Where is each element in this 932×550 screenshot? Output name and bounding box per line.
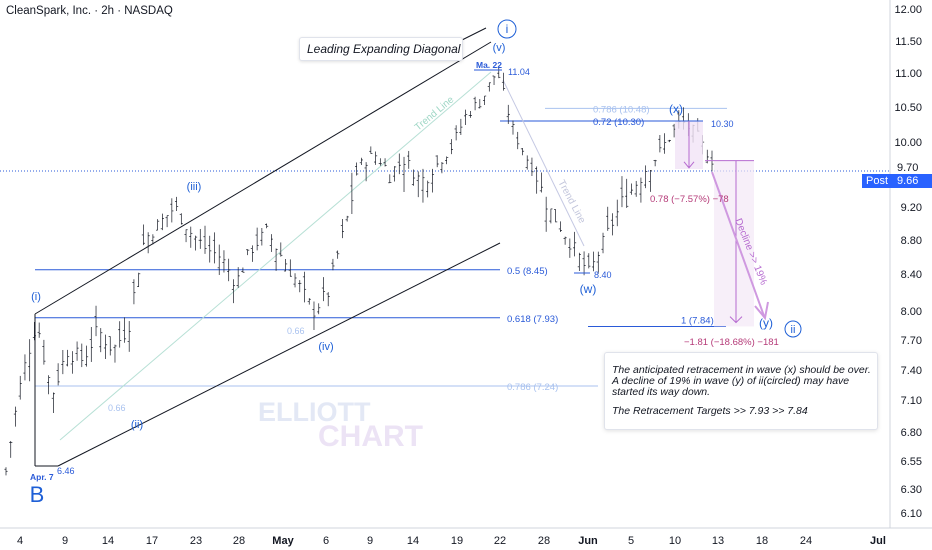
y-tick-label: 8.00 xyxy=(901,306,922,318)
trend-line-label: Trend Line xyxy=(413,94,457,133)
decline-arrow-line xyxy=(711,171,765,317)
wave-label: (w) xyxy=(580,282,597,296)
x-tick-label: 22 xyxy=(494,535,506,547)
wave-label: (iii) xyxy=(187,181,202,193)
decline-range xyxy=(714,160,754,327)
x-tick-label: Jul xyxy=(870,535,886,547)
watermark: CHART xyxy=(318,420,423,453)
note-line-2: The Retracement Targets >> 7.93 >> 7.84 xyxy=(612,405,808,417)
trend-line-2 xyxy=(502,79,585,247)
trend-line xyxy=(59,71,492,441)
wave-label: (v) xyxy=(493,42,506,54)
price-label: 10.30 xyxy=(711,119,734,129)
x-tick-label: May xyxy=(272,535,294,547)
wave-label: B xyxy=(30,482,45,507)
y-tick-label: 6.80 xyxy=(901,427,922,439)
price-label: 6.46 xyxy=(57,466,75,476)
measure-down-label: −1.81 (−18.68%) −181 xyxy=(684,337,779,348)
x-tick-label: 14 xyxy=(102,535,114,547)
wave-label: (x) xyxy=(669,102,683,116)
y-tick-label: 10.50 xyxy=(894,102,922,114)
last-price-badge: 9.70 xyxy=(893,161,932,175)
diagonal-upper-line xyxy=(34,41,492,315)
wave-callout[interactable]: Leading Expanding Diagonal xyxy=(299,37,463,61)
measure-up-label: 0.78 (−7.57%) −78 xyxy=(650,194,729,205)
price-label: 8.40 xyxy=(594,270,612,280)
x-tick-label: 9 xyxy=(367,535,373,547)
post-price-value: 9.66 xyxy=(897,175,919,187)
wave-i-circle xyxy=(497,19,517,39)
y-tick-label: 9.20 xyxy=(901,202,922,214)
x-tick-label: 14 xyxy=(407,535,419,547)
decline-arrow-head xyxy=(754,301,769,321)
x-tick-label: 4 xyxy=(17,535,23,547)
x-tick-label: 17 xyxy=(146,535,158,547)
y-tick-label: 6.30 xyxy=(901,484,922,496)
wave-label: ii xyxy=(791,324,796,336)
ticker-title: CleanSpark, Inc. · 2h · NASDAQ xyxy=(6,5,173,17)
y-tick-label: 7.70 xyxy=(901,335,922,347)
wave-label: i xyxy=(506,22,509,36)
watermark: ELLIOTT xyxy=(258,397,371,427)
analysis-note[interactable]: The anticipated retracement in wave (x) … xyxy=(604,352,878,430)
y-tick-label: 8.40 xyxy=(901,269,922,281)
x-tick-label: Jun xyxy=(578,535,598,547)
fib-level-label: 1 (7.84) xyxy=(681,315,714,326)
wave-label: (ii) xyxy=(131,419,143,431)
x-tick-label: 28 xyxy=(233,535,245,547)
fib-level-label: 0.618 (7.93) xyxy=(507,314,558,325)
fib-level-label: 0.72 (10.30) xyxy=(593,117,644,128)
y-tick-label: 6.10 xyxy=(901,508,922,520)
callout-pointer xyxy=(461,27,487,41)
price-label: 11.04 xyxy=(508,67,530,77)
measure-up-arrow xyxy=(683,161,695,169)
note-line-1: The anticipated retracement in wave (x) … xyxy=(612,364,871,398)
diagonal-lower-line xyxy=(57,242,501,467)
decline-measure-arrow xyxy=(729,316,743,324)
callout-text: Leading Expanding Diagonal xyxy=(307,42,461,56)
x-tick-label: 10 xyxy=(669,535,681,547)
post-price-badge: Post 9.66 xyxy=(862,174,932,188)
last-price-value: 9.70 xyxy=(897,162,919,174)
price-label: 0.66 xyxy=(108,403,126,413)
x-tick-label: 23 xyxy=(190,535,202,547)
wave-ii-circle xyxy=(784,320,802,338)
post-label: Post xyxy=(866,175,889,187)
x-tick-label: 6 xyxy=(323,535,329,547)
y-tick-label: 11.00 xyxy=(895,68,922,80)
fib-level-label: 0.5 (8.45) xyxy=(507,266,548,277)
y-tick-label: 7.10 xyxy=(901,395,922,407)
price-label: 0.66 xyxy=(287,326,305,336)
x-tick-label: 19 xyxy=(451,535,463,547)
wave-label: (i) xyxy=(31,291,41,303)
date-label: Ma. 22 xyxy=(476,60,502,70)
fib-level-label: 0.786 (7.24) xyxy=(507,382,558,393)
y-tick-label: 12.00 xyxy=(894,4,922,16)
x-tick-label: 28 xyxy=(538,535,550,547)
y-tick-label: 11.50 xyxy=(895,36,922,48)
x-tick-label: 9 xyxy=(62,535,68,547)
y-tick-label: 10.00 xyxy=(894,137,922,149)
x-tick-label: 5 xyxy=(628,535,634,547)
x-tick-label: 18 xyxy=(756,535,768,547)
date-label: Apr. 7 xyxy=(30,472,54,482)
x-tick-label: 13 xyxy=(712,535,724,547)
x-tick-label: 24 xyxy=(800,535,812,547)
trend-line-label: Trend Line xyxy=(555,178,587,225)
y-tick-label: 6.55 xyxy=(901,456,922,468)
fib-level-label: 0.786 (10.48) xyxy=(593,104,650,115)
y-tick-label: 8.80 xyxy=(901,235,922,247)
y-tick-label: 7.40 xyxy=(901,365,922,377)
wave-label: (y) xyxy=(759,316,773,330)
wave-label: (iv) xyxy=(318,341,333,353)
